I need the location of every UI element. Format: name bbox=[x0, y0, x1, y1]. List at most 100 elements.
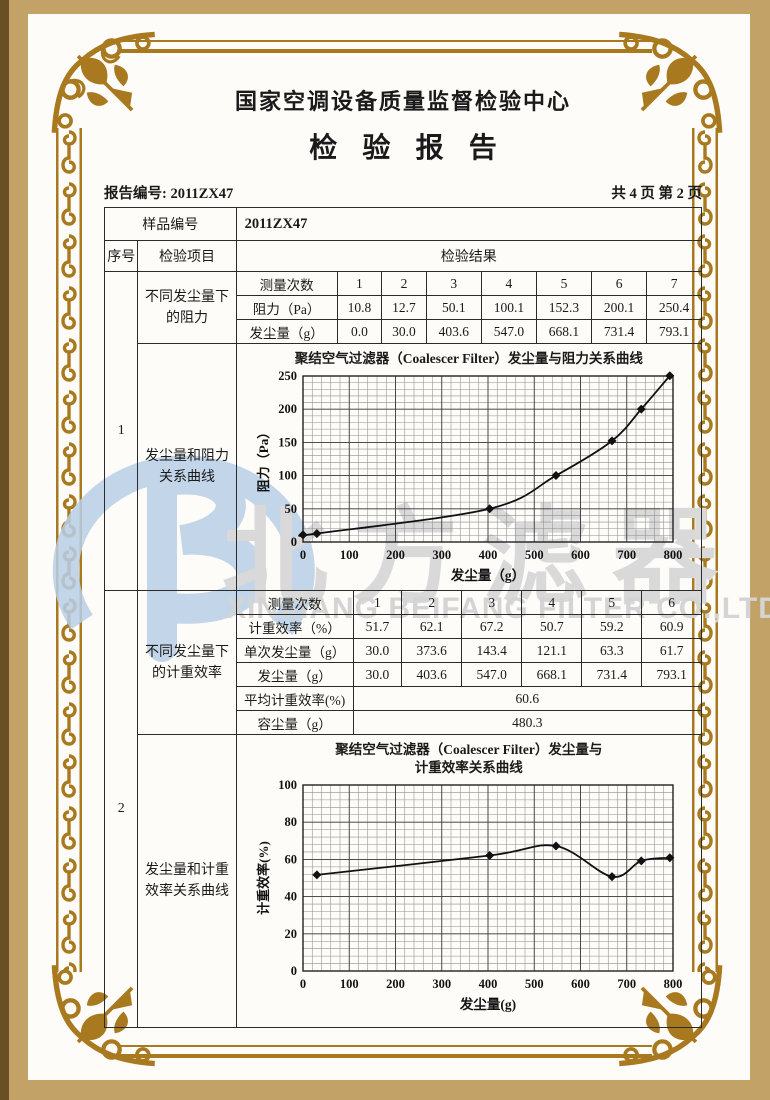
cell: 12.7 bbox=[381, 295, 427, 320]
cell: 阻力（Pa） bbox=[236, 295, 338, 320]
cell: 200.1 bbox=[591, 295, 648, 320]
cell: 7 bbox=[646, 272, 701, 296]
x-tick-label: 400 bbox=[478, 548, 497, 562]
table-row-s1-data: 1 不同发尘量下的阻力 测量次数 1 2 3 4 5 6 bbox=[103, 271, 703, 591]
cell: 547.0 bbox=[480, 319, 537, 343]
y-tick-label: 40 bbox=[284, 890, 297, 904]
y-tick-label: 0 bbox=[291, 964, 297, 978]
y-tick-label: 60 bbox=[284, 853, 297, 867]
seq-1: 1 bbox=[103, 271, 139, 591]
y-axis-label: 计重效率(%) bbox=[256, 842, 271, 916]
x-tick-label: 200 bbox=[386, 977, 405, 991]
cell: 30.0 bbox=[381, 319, 427, 343]
sample-number-value: 2011ZX47 bbox=[235, 207, 703, 241]
table-row: 单次发尘量（g） 30.0 373.6 143.4 121.1 63.3 61.… bbox=[236, 638, 701, 663]
cell: 62.1 bbox=[401, 614, 463, 639]
table-row: 阻力（Pa） 10.8 12.7 50.1 100.1 152.3 200.1 … bbox=[236, 295, 701, 320]
report-content: 国家空调设备质量监督检验中心 检验报告 报告编号: 2011ZX47 共 4 页… bbox=[103, 84, 703, 1028]
y-tick-label: 50 bbox=[284, 502, 297, 516]
data-point-marker bbox=[636, 856, 646, 866]
table-row: 计重效率（%） 51.7 62.1 67.2 50.7 59.2 60.9 bbox=[236, 614, 701, 639]
cell: 6 bbox=[641, 591, 701, 615]
data-point-marker bbox=[607, 872, 617, 882]
cell: 5 bbox=[581, 591, 643, 615]
data-point-marker bbox=[636, 404, 646, 414]
sample-number-label: 样品编号 bbox=[104, 207, 237, 241]
corner-flourish-icon bbox=[619, 31, 723, 133]
cell: 2 bbox=[381, 272, 427, 296]
avg-efficiency-value: 60.6 bbox=[352, 686, 701, 711]
table-row: 测量次数 1 2 3 4 5 6 7 bbox=[236, 272, 701, 296]
data-point-marker bbox=[484, 504, 494, 514]
frame-bottom-rule bbox=[118, 1045, 652, 1058]
item-label-resistance: 不同发尘量下的阻力 bbox=[137, 271, 237, 344]
x-tick-label: 0 bbox=[300, 977, 306, 991]
table-row: 容尘量（g） 480.3 bbox=[236, 710, 701, 734]
x-tick-label: 600 bbox=[571, 977, 590, 991]
y-tick-label: 100 bbox=[278, 778, 297, 792]
frame-top-rule bbox=[118, 40, 652, 53]
cell: 10.8 bbox=[336, 295, 383, 320]
cell: 50.7 bbox=[521, 614, 583, 639]
cell: 3 bbox=[461, 591, 523, 615]
chart-1: 0 100 200 300 400 500 600 700 800 0 50 100 150 200 250… bbox=[241, 368, 697, 586]
cell: 1 bbox=[352, 591, 403, 615]
cell: 4 bbox=[521, 591, 583, 615]
chart-1-title: 聚结空气过滤器（Coalescer Filter）发尘量与阻力关系曲线 bbox=[294, 351, 643, 366]
y-tick-label: 100 bbox=[278, 469, 297, 483]
y-tick-label: 250 bbox=[278, 369, 297, 383]
x-tick-label: 700 bbox=[617, 977, 636, 991]
page-count: 共 4 页 第 2 页 bbox=[611, 186, 702, 202]
table-row: 发尘量（g） 30.0 403.6 547.0 668.1 731.4 793.… bbox=[236, 662, 701, 687]
cell: 403.6 bbox=[401, 662, 463, 687]
cell: 63.3 bbox=[581, 638, 643, 663]
report-number: 报告编号: 2011ZX47 bbox=[104, 186, 234, 202]
cell: 30.0 bbox=[352, 638, 403, 663]
cell: 测量次数 bbox=[236, 591, 354, 615]
cell: 4 bbox=[480, 272, 537, 296]
header-result: 检验结果 bbox=[235, 240, 703, 272]
cell: 403.6 bbox=[425, 319, 482, 343]
cell: 143.4 bbox=[461, 638, 523, 663]
cell: 61.7 bbox=[641, 638, 701, 663]
cell: 2 bbox=[401, 591, 463, 615]
corner-flourish-icon bbox=[51, 31, 155, 133]
cell: 3 bbox=[425, 272, 482, 296]
chart-2-title-line2: 计重效率关系曲线 bbox=[414, 760, 523, 776]
cell: 731.4 bbox=[591, 319, 648, 343]
x-axis-label: 发尘量(g) bbox=[459, 996, 516, 1012]
x-tick-label: 300 bbox=[432, 548, 451, 562]
resistance-subtable: 测量次数 1 2 3 4 5 6 7 阻力（Pa） bbox=[236, 272, 701, 343]
inspection-table: 样品编号 2011ZX47 序号 检验项目 检验结果 1 不同发尘量下的阻力 测… bbox=[103, 207, 703, 1028]
cell: 152.3 bbox=[535, 295, 593, 320]
x-tick-label: 700 bbox=[617, 548, 636, 562]
dust-capacity-label: 容尘量（g） bbox=[236, 710, 354, 734]
cell: 793.1 bbox=[646, 319, 701, 343]
frame-left-scroll-band bbox=[56, 128, 82, 972]
efficiency-subtable: 测量次数 1 2 3 4 5 6 计重效率（%） 51.7 bbox=[236, 591, 701, 734]
seq-2: 2 bbox=[103, 590, 139, 1028]
chart-2-canvas: 0 100 200 300 400 500 600 700 800 0 20 40 60 80 100 发尘量… bbox=[256, 778, 682, 1012]
x-tick-label: 200 bbox=[386, 548, 405, 562]
x-tick-label: 600 bbox=[571, 548, 590, 562]
cell: 51.7 bbox=[352, 614, 403, 639]
org-title: 国家空调设备质量监督检验中心 bbox=[234, 89, 571, 114]
cell: 发尘量（g） bbox=[236, 662, 354, 687]
item-label-resistance-curve: 发尘量和阻力关系曲线 bbox=[137, 343, 237, 591]
header-item: 检验项目 bbox=[137, 240, 237, 272]
cell: 100.1 bbox=[480, 295, 537, 320]
table-row-s2-data: 2 不同发尘量下的计重效率 测量次数 1 2 3 4 5 6 bbox=[103, 590, 703, 1028]
data-series-line bbox=[316, 844, 670, 879]
data-point-marker bbox=[551, 841, 561, 851]
x-tick-label: 500 bbox=[525, 977, 544, 991]
data-point-marker bbox=[312, 529, 322, 539]
y-tick-label: 80 bbox=[284, 816, 297, 830]
cell: 0.0 bbox=[336, 319, 383, 343]
cell: 67.2 bbox=[461, 614, 523, 639]
frame-dark-edge bbox=[0, 0, 9, 1100]
table-row: 发尘量（g） 0.0 30.0 403.6 547.0 668.1 731.4 … bbox=[236, 319, 701, 343]
table-row-sample: 样品编号 2011ZX47 bbox=[104, 207, 703, 241]
data-point-marker bbox=[484, 851, 494, 861]
cell: 发尘量（g） bbox=[236, 319, 338, 343]
x-tick-label: 800 bbox=[663, 548, 682, 562]
